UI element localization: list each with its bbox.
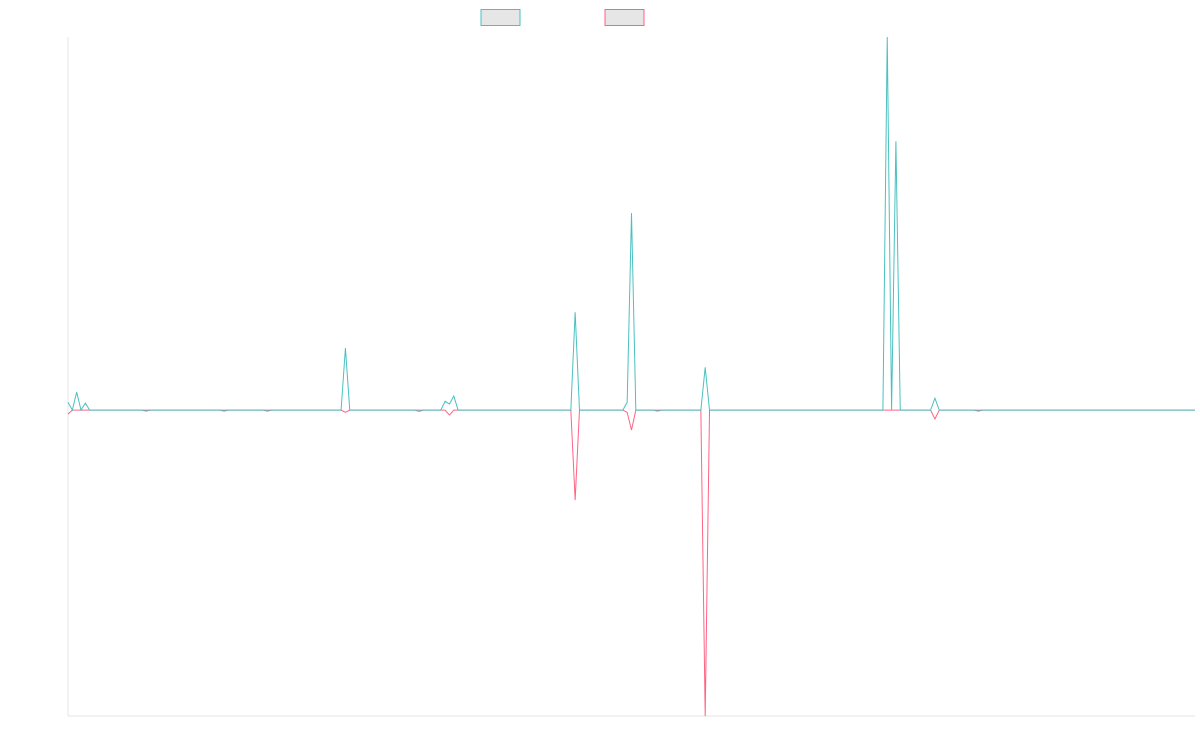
series-line xyxy=(67,36,1195,412)
legend-swatch xyxy=(480,9,521,26)
series-line xyxy=(67,409,1195,717)
legend-swatch xyxy=(604,9,645,26)
